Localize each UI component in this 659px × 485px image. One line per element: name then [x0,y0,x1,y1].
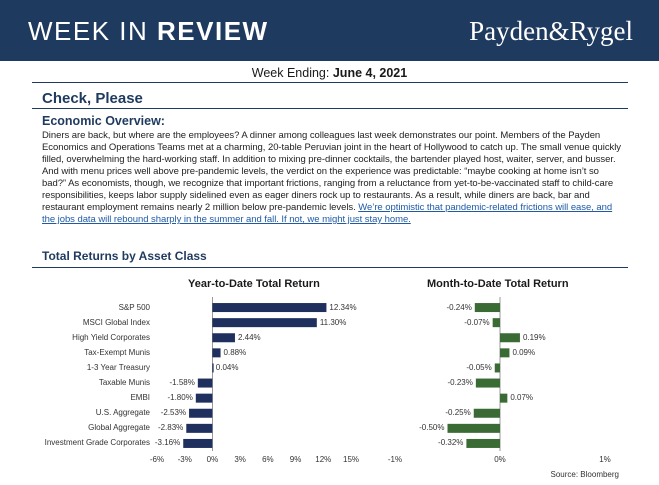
ytd-value-label: 2.44% [237,332,261,342]
ytd-tick-label: 0% [206,455,219,464]
article-text: Diners are back, but where are the emplo… [42,130,621,213]
divider [32,82,628,83]
ytd-value-label: 11.30% [319,317,347,327]
mtd-bar [500,393,508,403]
ytd-chart-title: Year-to-Date Total Return [188,278,320,290]
ytd-tick-label: 15% [342,455,360,464]
ytd-tick-label: 3% [234,455,246,464]
category-label: EMBI [130,393,150,403]
ytd-bar [197,378,213,388]
ytd-value-label: -2.53% [160,408,187,418]
mtd-value-label: -0.05% [466,362,492,372]
total-returns-title: Total Returns by Asset Class [42,249,207,263]
mtd-value-label: -0.23% [447,378,473,388]
ytd-bar [186,423,213,433]
ytd-tick-label: 12% [315,455,332,464]
mtd-bar [494,363,500,373]
ytd-bar [189,408,213,418]
week-ending-date: June 4, 2021 [332,66,408,80]
mtd-value-label: -0.25% [445,408,471,418]
mtd-tick-label: 0% [494,455,506,464]
ytd-tick-label: 6% [262,455,274,464]
mtd-value-label: -0.50% [419,423,445,433]
ytd-value-label: 0.88% [223,347,247,357]
mtd-bar [475,378,500,388]
mtd-bar [447,423,500,433]
ytd-tick-label: 9% [289,455,302,464]
ytd-bar [212,303,327,313]
category-label: Investment Grade Corporates [44,438,150,448]
ytd-value-label: -3.16% [154,438,181,448]
article-body: Diners are back, but where are the emplo… [42,130,624,226]
mtd-bar [500,333,520,343]
mtd-chart-title: Month-to-Date Total Return [427,278,569,290]
week-ending-label: Week Ending: [251,66,330,80]
ytd-bar [212,363,214,373]
newsletter-title: WEEK IN REVIEW [28,16,269,46]
category-label: U.S. Aggregate [95,408,150,418]
mtd-value-label: -0.24% [446,302,472,312]
mtd-tick-label: -1% [387,455,403,464]
mtd-value-label: 0.07% [510,393,534,403]
ytd-value-label: -2.83% [157,423,184,433]
category-label: Taxable Munis [98,378,150,388]
divider [32,108,628,109]
header-banner: WEEK IN REVIEW Payden&Rygel [0,0,659,61]
ytd-bar [212,318,317,328]
mtd-bar [466,438,500,448]
mtd-tick-label: 1% [599,455,611,464]
ytd-value-label: -1.58% [169,378,195,388]
category-label: S&P 500 [118,302,150,312]
ytd-bar [183,438,213,448]
ytd-bar [212,333,235,343]
mtd-value-label: -0.07% [464,317,490,327]
ytd-bar [195,393,213,403]
mtd-bar [500,348,510,358]
mtd-value-label: 0.09% [512,347,536,357]
category-label: MSCI Global Index [82,317,150,327]
divider [32,267,628,268]
category-label: Tax-Exempt Munis [84,347,150,357]
mtd-bar [492,318,500,328]
section-heading: Economic Overview: [42,114,165,128]
ytd-tick-label: -6% [149,455,165,464]
mtd-value-label: 0.19% [522,332,546,342]
mtd-bar [473,408,500,418]
ytd-value-label: -1.80% [167,393,193,403]
ytd-value-label: 0.04% [215,362,239,372]
ytd-bar [212,348,221,358]
mtd-bar [474,303,500,313]
category-label: High Yield Corporates [72,332,150,342]
mtd-value-label: -0.32% [438,438,464,448]
category-label: Global Aggregate [88,423,150,433]
ytd-value-label: 12.34% [329,302,357,312]
source-note: Source: Bloomberg [550,470,619,479]
brand-logo: Payden&Rygel [469,16,633,46]
article-title: Check, Please [42,90,143,107]
article-link[interactable]: We’re optimistic that pandemic-related f… [42,202,613,225]
ytd-tick-label: -3% [177,455,192,464]
category-label: 1-3 Year Treasury [86,362,150,372]
week-ending: Week Ending: June 4, 2021 [0,66,659,80]
